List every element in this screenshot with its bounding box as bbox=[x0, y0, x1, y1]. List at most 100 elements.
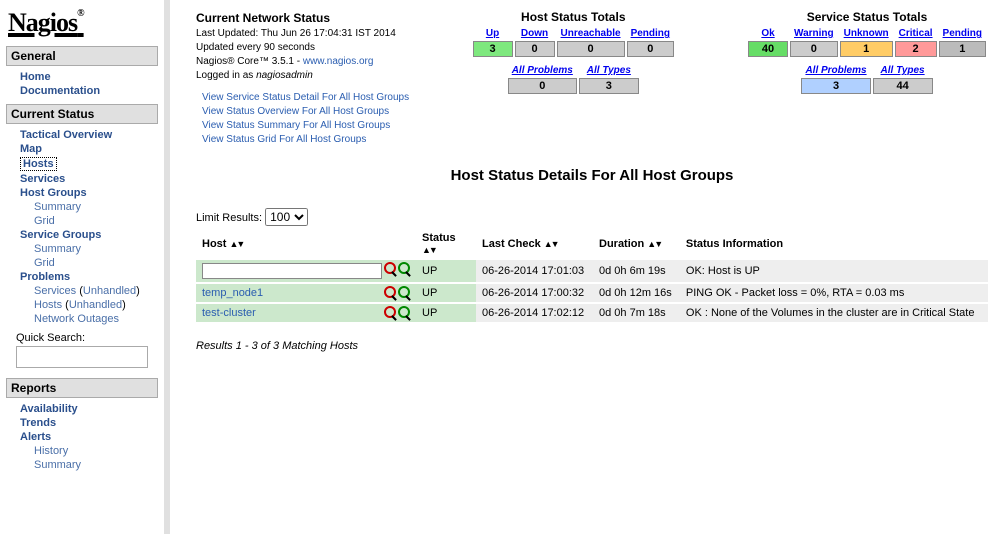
update-interval: Updated every 90 seconds bbox=[196, 41, 441, 55]
nav-link[interactable]: Summary bbox=[34, 459, 81, 471]
detail-icon[interactable] bbox=[398, 262, 412, 276]
sidebar: Nagios® GeneralHomeDocumentationCurrent … bbox=[0, 0, 170, 534]
totals-cell[interactable]: 1 bbox=[939, 41, 986, 57]
nav-link[interactable]: Documentation bbox=[20, 85, 100, 97]
column-header[interactable]: Duration ▲▼ bbox=[593, 230, 680, 259]
quick-search-input[interactable] bbox=[16, 346, 148, 368]
host-totals-title: Host Status Totals bbox=[471, 10, 676, 24]
service-totals: Service Status Totals Ok Warning Unknown Cr… bbox=[746, 10, 988, 96]
nav-link[interactable]: Summary bbox=[34, 243, 81, 255]
totals-cell[interactable]: 44 bbox=[873, 78, 933, 94]
detail-icon[interactable] bbox=[398, 306, 412, 320]
quick-search-label: Quick Search: bbox=[6, 332, 158, 344]
totals-cell[interactable]: 3 bbox=[801, 78, 870, 94]
totals-header-link[interactable]: All Types bbox=[587, 65, 631, 76]
host-link[interactable]: temp_node1 bbox=[202, 287, 263, 299]
status-title: Current Network Status bbox=[196, 10, 441, 27]
totals-cell[interactable]: 0 bbox=[627, 41, 674, 57]
nav-link[interactable]: Summary bbox=[34, 201, 81, 213]
nav-link[interactable]: Tactical Overview bbox=[20, 129, 112, 141]
nav-link[interactable]: Alerts bbox=[20, 431, 51, 443]
limit-select[interactable]: 100 bbox=[265, 208, 308, 226]
data-cell: PING OK - Packet loss = 0%, RTA = 0.03 m… bbox=[680, 283, 988, 303]
totals-cell[interactable]: 0 bbox=[790, 41, 838, 57]
nav-link[interactable]: Service Groups bbox=[20, 229, 101, 241]
host-link[interactable]: test-cluster bbox=[202, 307, 256, 319]
nav-link[interactable]: Availability bbox=[20, 403, 78, 415]
nav-link[interactable]: Services bbox=[20, 173, 65, 185]
nav-link[interactable]: Trends bbox=[20, 417, 56, 429]
totals-cell[interactable]: 0 bbox=[557, 41, 625, 57]
nav-link[interactable]: History bbox=[34, 445, 68, 457]
host-filter-input[interactable] bbox=[202, 263, 382, 279]
nav-link[interactable]: Services bbox=[34, 285, 76, 297]
nav-link[interactable]: Host Groups bbox=[20, 187, 87, 199]
status-link[interactable]: View Service Status Detail For All Host … bbox=[202, 92, 409, 103]
detail-icon[interactable] bbox=[384, 286, 398, 300]
data-cell: 0d 0h 12m 16s bbox=[593, 283, 680, 303]
totals-cell[interactable]: 0 bbox=[508, 78, 577, 94]
totals-cell[interactable]: 40 bbox=[748, 41, 788, 57]
nav-link[interactable]: Hosts bbox=[20, 157, 57, 171]
status-cell: UP bbox=[416, 283, 476, 303]
host-table: Host ▲▼Status ▲▼Last Check ▲▼Duration ▲▼… bbox=[196, 230, 988, 322]
nav-link[interactable]: Map bbox=[20, 143, 42, 155]
detail-icon[interactable] bbox=[384, 262, 398, 276]
totals-cell[interactable]: 2 bbox=[895, 41, 937, 57]
totals-header-link[interactable]: Ok bbox=[761, 28, 774, 39]
totals-header-link[interactable]: All Problems bbox=[512, 65, 573, 76]
totals-header-link[interactable]: Unreachable bbox=[561, 28, 621, 39]
results-count: Results 1 - 3 of 3 Matching Hosts bbox=[196, 340, 988, 352]
logo: Nagios® bbox=[6, 6, 158, 46]
totals-header-link[interactable]: Down bbox=[521, 28, 548, 39]
network-status-block: Current Network Status Last Updated: Thu… bbox=[196, 10, 441, 147]
nav-link[interactable]: Unhandled bbox=[83, 285, 136, 297]
totals-header-link[interactable]: Critical bbox=[899, 28, 933, 39]
detail-icon[interactable] bbox=[384, 306, 398, 320]
totals-cell[interactable]: 0 bbox=[515, 41, 555, 57]
data-cell: 0d 0h 6m 19s bbox=[593, 259, 680, 283]
totals-cell[interactable]: 1 bbox=[840, 41, 893, 57]
nagios-link[interactable]: www.nagios.org bbox=[303, 56, 374, 67]
nav-link[interactable]: Hosts bbox=[34, 299, 62, 311]
status-link[interactable]: View Status Summary For All Host Groups bbox=[202, 120, 390, 131]
data-cell: 06-26-2014 17:02:12 bbox=[476, 303, 593, 322]
totals-header-link[interactable]: Pending bbox=[943, 28, 982, 39]
totals-header-link[interactable]: Warning bbox=[794, 28, 834, 39]
nav-link[interactable]: Grid bbox=[34, 215, 55, 227]
column-header[interactable]: Status ▲▼ bbox=[416, 230, 476, 259]
column-header[interactable]: Host ▲▼ bbox=[196, 230, 416, 259]
column-header[interactable]: Last Check ▲▼ bbox=[476, 230, 593, 259]
page-title: Host Status Details For All Host Groups bbox=[196, 167, 988, 184]
status-cell: UP bbox=[416, 259, 476, 283]
section-header: General bbox=[6, 46, 158, 66]
status-link[interactable]: View Status Overview For All Host Groups bbox=[202, 106, 389, 117]
totals-header-link[interactable]: All Problems bbox=[805, 65, 866, 76]
status-link[interactable]: View Status Grid For All Host Groups bbox=[202, 134, 366, 145]
totals-cell[interactable]: 3 bbox=[473, 41, 513, 57]
nav-link[interactable]: Network Outages bbox=[34, 313, 119, 325]
totals-header-link[interactable]: Pending bbox=[631, 28, 670, 39]
limit-results: Limit Results: 100 bbox=[196, 208, 988, 226]
nav-link[interactable]: Problems bbox=[20, 271, 70, 283]
table-row: temp_node1UP06-26-2014 17:00:320d 0h 12m… bbox=[196, 283, 988, 303]
table-row: UP06-26-2014 17:01:030d 0h 6m 19sOK: Hos… bbox=[196, 259, 988, 283]
logged-in: Logged in as nagiosadmin bbox=[196, 69, 441, 83]
column-header[interactable]: Status Information bbox=[680, 230, 988, 259]
data-cell: 0d 0h 7m 18s bbox=[593, 303, 680, 322]
data-cell: OK: Host is UP bbox=[680, 259, 988, 283]
detail-icon[interactable] bbox=[398, 286, 412, 300]
nav-link[interactable]: Grid bbox=[34, 257, 55, 269]
host-totals: Host Status Totals Up Down Unreachable Pend… bbox=[471, 10, 676, 96]
nav-link[interactable]: Home bbox=[20, 71, 51, 83]
nav-link[interactable]: Unhandled bbox=[69, 299, 122, 311]
totals-header-link[interactable]: Unknown bbox=[844, 28, 889, 39]
data-cell: 06-26-2014 17:01:03 bbox=[476, 259, 593, 283]
main-content: Current Network Status Last Updated: Thu… bbox=[176, 0, 1008, 362]
totals-cell[interactable]: 3 bbox=[579, 78, 639, 94]
totals-header-link[interactable]: Up bbox=[486, 28, 499, 39]
totals-header-link[interactable]: All Types bbox=[881, 65, 925, 76]
status-cell: UP bbox=[416, 303, 476, 322]
data-cell: OK : None of the Volumes in the cluster … bbox=[680, 303, 988, 322]
service-totals-title: Service Status Totals bbox=[746, 10, 988, 24]
